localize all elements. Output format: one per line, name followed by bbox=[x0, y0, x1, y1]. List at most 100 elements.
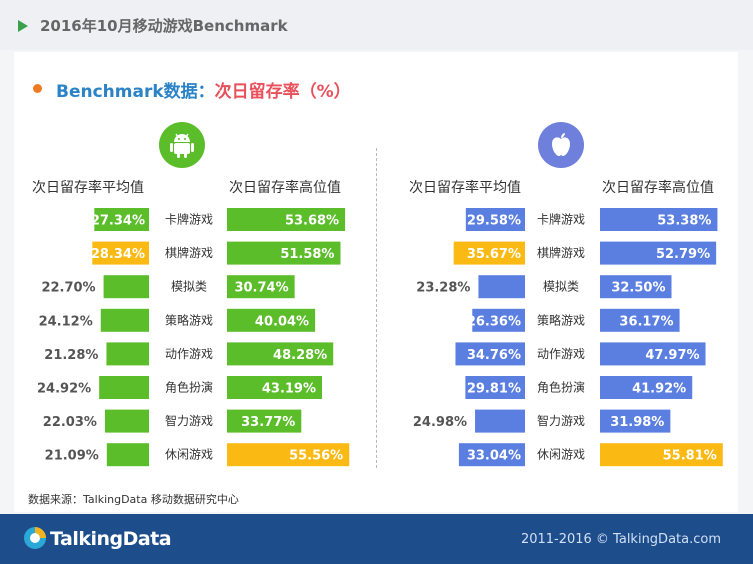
ios-category-label: 角色扮演 bbox=[537, 380, 585, 395]
android-avg-header: 次日留存率平均值 bbox=[32, 180, 144, 196]
ios-high-label: 53.38% bbox=[657, 214, 711, 229]
ios-high-bar bbox=[600, 443, 723, 467]
bullet-dot-icon bbox=[33, 84, 42, 93]
ios-category-label: 动作游戏 bbox=[537, 347, 585, 361]
android-high-bar bbox=[227, 275, 295, 299]
android-high-label: 30.74% bbox=[234, 281, 288, 296]
ios-avg-bar bbox=[465, 208, 525, 231]
android-high-bar bbox=[227, 342, 334, 366]
ios-high-bar bbox=[600, 275, 672, 299]
page-title: 2016年10月移动游戏Benchmark bbox=[40, 17, 288, 35]
android-high-label: 53.68% bbox=[285, 214, 339, 229]
header-bar: 2016年10月移动游戏Benchmark bbox=[0, 0, 753, 50]
footer-logo-text: TalkingData bbox=[50, 528, 172, 550]
ios-category-label: 策略游戏 bbox=[537, 312, 585, 327]
android-avg-label: 28.34% bbox=[91, 247, 145, 262]
ios-high-label: 32.50% bbox=[611, 281, 665, 296]
android-avg-label: 27.34% bbox=[91, 214, 145, 229]
ios-avg-bar bbox=[478, 275, 525, 299]
chart-subtitle: Benchmark数据：次日留存率（%） bbox=[56, 77, 351, 102]
android-high-label: 51.58% bbox=[280, 247, 334, 262]
ios-category-label: 模拟类 bbox=[543, 280, 579, 294]
android-avg-label: 22.03% bbox=[43, 415, 97, 430]
android-avg-label: 24.12% bbox=[39, 314, 93, 329]
ios-avg-bar bbox=[465, 376, 525, 399]
ios-high-bar bbox=[600, 409, 671, 433]
ios-high-label: 36.17% bbox=[619, 314, 673, 329]
subtitle-metric: 次日留存率（%） bbox=[214, 82, 351, 102]
android-high-bar bbox=[227, 443, 350, 467]
ios-avg-label: 24.98% bbox=[413, 415, 467, 430]
android-avg-bar bbox=[104, 409, 149, 433]
ios-avg-bar bbox=[472, 308, 525, 332]
android-avg-bar bbox=[106, 443, 149, 467]
ios-avg-label: 33.04% bbox=[467, 449, 521, 464]
android-avg-bar bbox=[94, 208, 149, 231]
android-avg-bar bbox=[100, 308, 149, 332]
ios-avg-label: 35.67% bbox=[467, 247, 521, 262]
ios-avg-bar bbox=[453, 241, 525, 265]
ios-high-header: 次日留存率高位值 bbox=[602, 180, 714, 196]
footer-bar: TalkingData 2011-2016 © TalkingData.com bbox=[0, 514, 753, 564]
android-category-label: 模拟类 bbox=[171, 280, 207, 294]
ios-high-label: 52.79% bbox=[656, 247, 710, 262]
android-avg-bar bbox=[99, 376, 149, 399]
android-avg-label: 21.09% bbox=[45, 449, 99, 464]
ios-avg-label: 29.58% bbox=[467, 214, 521, 229]
ios-avg-header: 次日留存率平均值 bbox=[409, 180, 521, 196]
panel-divider bbox=[376, 148, 377, 468]
android-category-label: 角色扮演 bbox=[165, 380, 213, 395]
ios-avg-bar bbox=[455, 342, 525, 366]
ios-avg-label: 26.36% bbox=[467, 314, 521, 329]
android-category-label: 休闲游戏 bbox=[165, 448, 213, 462]
apple-icon bbox=[538, 122, 584, 168]
talkingdata-logo-icon bbox=[24, 527, 46, 549]
ios-avg-label: 34.76% bbox=[467, 348, 521, 363]
ios-high-bar bbox=[600, 376, 693, 399]
android-avg-bar bbox=[106, 342, 149, 366]
android-category-label: 动作游戏 bbox=[165, 347, 213, 361]
ios-avg-label: 23.28% bbox=[416, 281, 470, 296]
ios-category-label: 卡牌游戏 bbox=[537, 213, 585, 227]
android-high-label: 48.28% bbox=[273, 348, 327, 363]
ios-high-bar bbox=[600, 208, 718, 231]
ios-avg-label: 29.81% bbox=[467, 382, 521, 397]
android-high-bar bbox=[227, 376, 323, 399]
ios-high-label: 55.81% bbox=[663, 449, 717, 464]
data-source: 数据来源：TalkingData 移动数据研究中心 bbox=[28, 493, 239, 506]
ios-category-label: 棋牌游戏 bbox=[537, 246, 585, 260]
android-high-bar bbox=[227, 208, 346, 231]
ios-category-label: 休闲游戏 bbox=[537, 448, 585, 462]
android-avg-label: 21.28% bbox=[44, 348, 98, 363]
android-high-bar bbox=[227, 241, 341, 265]
android-category-label: 棋牌游戏 bbox=[165, 246, 213, 260]
ios-avg-bar bbox=[458, 443, 525, 467]
ios-high-bar bbox=[600, 308, 680, 332]
android-category-label: 卡牌游戏 bbox=[165, 213, 213, 227]
ios-high-label: 41.92% bbox=[632, 382, 686, 397]
android-avg-bar bbox=[103, 275, 149, 299]
android-avg-label: 24.92% bbox=[37, 382, 91, 397]
ios-high-bar bbox=[600, 241, 717, 265]
android-high-label: 40.04% bbox=[255, 314, 309, 329]
ios-high-label: 47.97% bbox=[645, 348, 699, 363]
android-category-label: 策略游戏 bbox=[165, 312, 213, 327]
ios-category-label: 智力游戏 bbox=[537, 413, 585, 428]
ios-high-label: 31.98% bbox=[610, 415, 664, 430]
android-category-label: 智力游戏 bbox=[165, 413, 213, 428]
android-high-bar bbox=[227, 308, 316, 332]
android-high-label: 33.77% bbox=[241, 415, 295, 430]
subtitle-benchmark: Benchmark数据： bbox=[56, 82, 215, 102]
android-avg-bar bbox=[92, 241, 149, 265]
android-high-label: 55.56% bbox=[289, 449, 343, 464]
ios-avg-bar bbox=[475, 409, 525, 433]
android-high-label: 43.19% bbox=[262, 382, 316, 397]
footer-copyright: 2011-2016 © TalkingData.com bbox=[520, 532, 721, 547]
ios-high-bar bbox=[600, 342, 706, 366]
play-triangle-icon bbox=[18, 20, 28, 32]
android-icon bbox=[159, 122, 205, 168]
android-high-bar bbox=[227, 409, 302, 433]
android-avg-label: 22.70% bbox=[41, 281, 95, 296]
android-high-header: 次日留存率高位值 bbox=[229, 180, 341, 196]
